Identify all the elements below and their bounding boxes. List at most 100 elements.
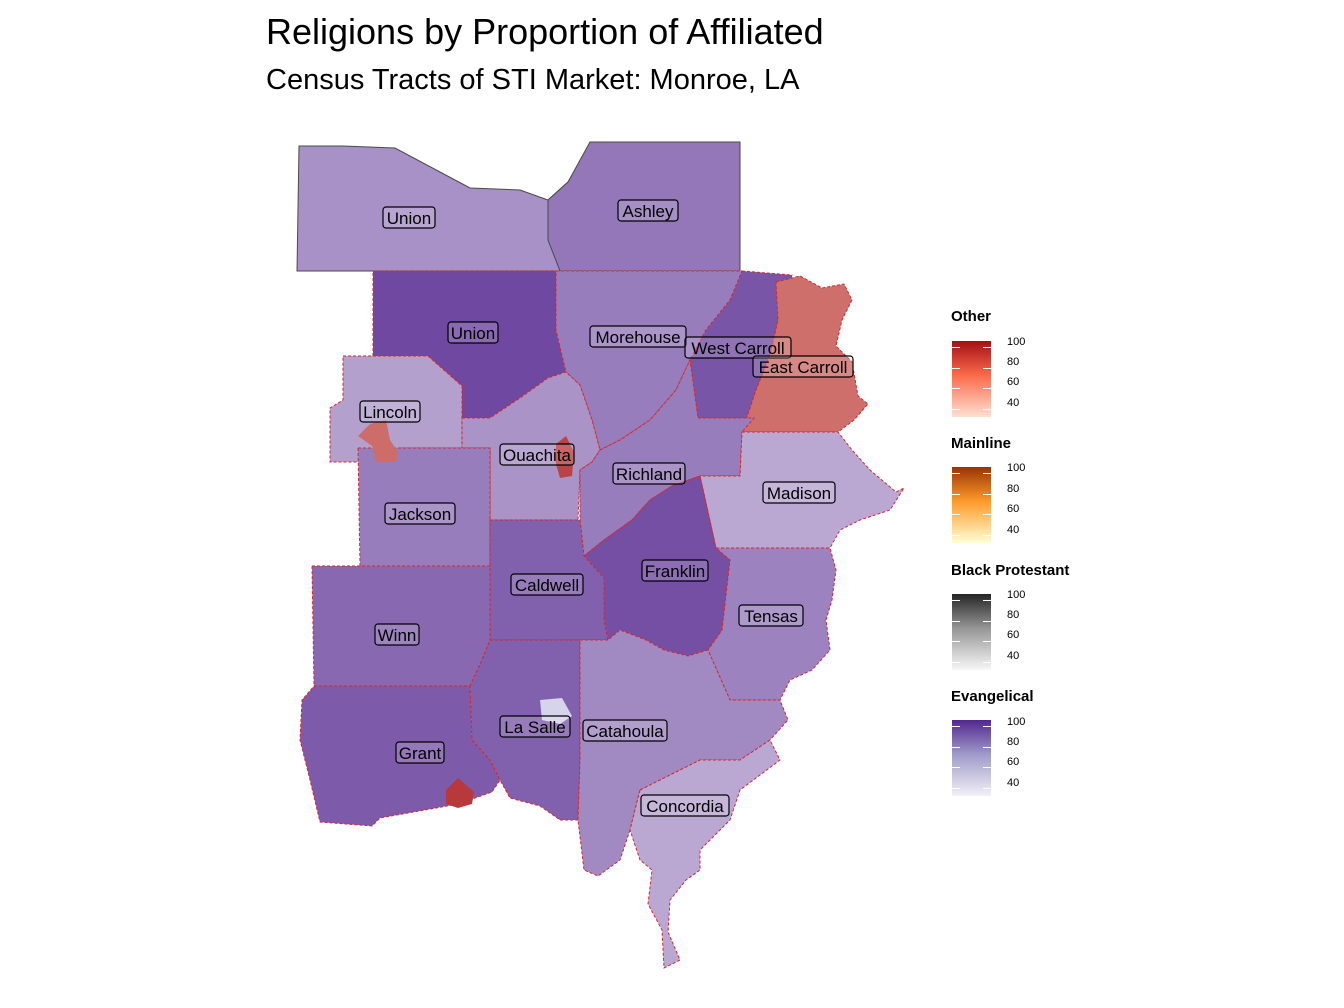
- svg-text:Franklin: Franklin: [645, 562, 705, 581]
- parish-label-richland: Richland: [612, 462, 686, 485]
- legend-tickmark: [983, 368, 991, 369]
- legend-tickmark: [983, 662, 991, 663]
- legend-tick: 80: [1007, 356, 1020, 368]
- legend-bar-evangelical: [952, 720, 991, 796]
- legend-tickmark: [983, 788, 991, 789]
- svg-text:Ouachita: Ouachita: [503, 446, 572, 465]
- legend-tick: 40: [1007, 524, 1020, 536]
- tract-hotspot-lincoln: [358, 420, 398, 462]
- legend-tickmark: [983, 621, 991, 622]
- parish-region-winn: [311, 565, 491, 687]
- legend-tickmark: [983, 535, 991, 536]
- legend-tickmark: [952, 621, 960, 622]
- parish-region-ouachita: [461, 371, 601, 521]
- parish-label-concordia: Concordia: [640, 794, 730, 817]
- legend-tick: 100: [1007, 462, 1026, 474]
- parish-label-caldwell: Caldwell: [510, 573, 584, 596]
- parish-region-la-salle: [469, 639, 581, 821]
- map-subtitle: Census Tracts of STI Market: Monroe, LA: [266, 64, 800, 96]
- legend-bar-other: [952, 341, 991, 417]
- parish-region-east-carroll: [741, 275, 869, 433]
- svg-text:Winn: Winn: [378, 626, 417, 645]
- legend-tick: 100: [1007, 716, 1026, 728]
- legend-tickmark: [983, 600, 991, 601]
- legend-tickmark: [983, 473, 991, 474]
- legend-tick: 80: [1007, 609, 1020, 621]
- legend-tickmark: [952, 473, 960, 474]
- svg-text:Caldwell: Caldwell: [515, 576, 579, 595]
- parish-label-union: Union: [382, 206, 436, 229]
- legend-tickmark: [952, 347, 960, 348]
- tract-hotspot-grant: [446, 778, 474, 808]
- legend-tickmark: [952, 788, 960, 789]
- legend-tickmark: [952, 600, 960, 601]
- legend-tickmark: [983, 494, 991, 495]
- tract-hotspot-la-salle: [540, 698, 572, 724]
- parish-label-la-salle: La Salle: [499, 715, 571, 738]
- legend-tickmark: [952, 747, 960, 748]
- parish-label-ashley: Ashley: [617, 199, 679, 222]
- legend-title-black-protestant: Black Protestant: [951, 562, 1070, 579]
- parish-region-catahoula: [577, 629, 789, 877]
- svg-text:Grant: Grant: [399, 744, 442, 763]
- svg-text:East Carroll: East Carroll: [759, 358, 848, 377]
- parish-label-tensas: Tensas: [738, 604, 804, 627]
- legend-tickmark: [952, 514, 960, 515]
- svg-text:West Carroll: West Carroll: [691, 339, 784, 358]
- legend-tick: 40: [1007, 397, 1020, 409]
- parish-label-morehouse: Morehouse: [589, 325, 687, 348]
- svg-text:Jackson: Jackson: [389, 505, 451, 524]
- tract-hotspot-ouachita: [556, 436, 574, 478]
- legend-title-mainline: Mainline: [951, 435, 1012, 452]
- parish-label-grant: Grant: [395, 741, 445, 764]
- parish-region-tensas: [707, 547, 837, 701]
- parish-label-winn: Winn: [374, 623, 420, 646]
- legend-tickmark: [952, 767, 960, 768]
- legend-tick: 60: [1007, 629, 1020, 641]
- parish-region-ashley: [547, 141, 741, 272]
- legend-tickmark: [983, 409, 991, 410]
- legend-title-evangelical: Evangelical: [951, 688, 1034, 705]
- legend-tickmark: [983, 747, 991, 748]
- svg-text:Union: Union: [387, 209, 431, 228]
- legend-tickmark: [983, 514, 991, 515]
- parish-label-franklin: Franklin: [641, 559, 709, 582]
- parish-regions: [296, 141, 906, 969]
- parish-label-east-carroll: East Carroll: [752, 355, 854, 378]
- parish-label-catahoula: Catahoula: [582, 719, 668, 742]
- legend-tickmark: [952, 388, 960, 389]
- svg-text:Tensas: Tensas: [744, 607, 798, 626]
- svg-text:Richland: Richland: [616, 465, 682, 484]
- legend-tickmark: [983, 726, 991, 727]
- svg-text:La Salle: La Salle: [504, 718, 565, 737]
- legend-bar-mainline: [952, 467, 991, 543]
- svg-text:Morehouse: Morehouse: [595, 328, 680, 347]
- parish-region-madison: [699, 431, 906, 549]
- legend-title-other: Other: [951, 308, 992, 325]
- legend-tick: 80: [1007, 736, 1020, 748]
- map-title: Religions by Proportion of Affiliated: [266, 11, 824, 52]
- legend-tickmark: [983, 767, 991, 768]
- legend-tickmark: [952, 535, 960, 536]
- legend-tick: 100: [1007, 589, 1026, 601]
- parish-label-madison: Madison: [762, 481, 836, 504]
- legend-tick: 60: [1007, 756, 1020, 768]
- legend-tickmark: [952, 368, 960, 369]
- legend-tick: 60: [1007, 503, 1020, 515]
- legend-tickmark: [952, 662, 960, 663]
- svg-text:Catahoula: Catahoula: [586, 722, 664, 741]
- legend-tickmark: [952, 494, 960, 495]
- legend-tick: 40: [1007, 777, 1020, 789]
- parish-region-concordia: [629, 739, 781, 969]
- parish-labels: Union Ashley Union Morehouse West CarrollEas…: [359, 199, 854, 817]
- parish-label-lincoln: Lincoln: [359, 400, 421, 423]
- svg-text:Ashley: Ashley: [622, 202, 674, 221]
- legend-tickmark: [983, 641, 991, 642]
- legend-tickmark: [952, 641, 960, 642]
- legend-bar-black-protestant: [952, 594, 991, 670]
- legend-tickmark: [952, 409, 960, 410]
- legend-tickmark: [983, 388, 991, 389]
- legend-tickmark: [952, 726, 960, 727]
- tract-hotspots: [358, 420, 574, 808]
